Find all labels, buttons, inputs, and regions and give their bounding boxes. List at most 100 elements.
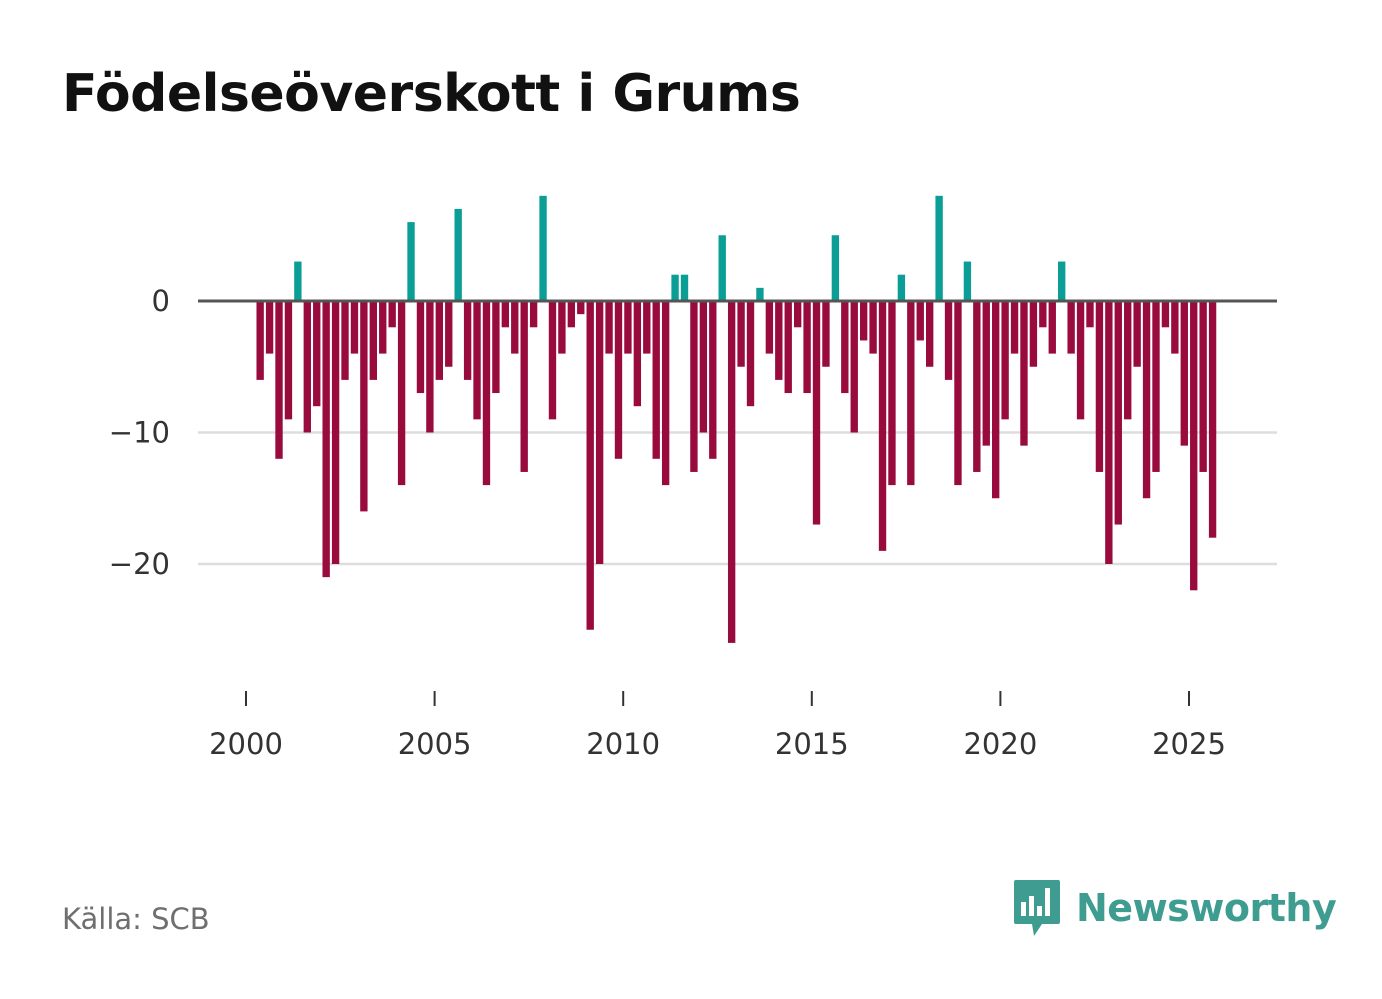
bar-2007-q3 — [529, 301, 538, 328]
bar-2017-q2 — [897, 274, 906, 301]
bar-2021-q4 — [1067, 301, 1075, 354]
bar-2024-q4 — [1180, 301, 1188, 446]
x-axis: 2000 2005 2010 2015 2020 2025 — [209, 691, 1226, 761]
bar-2025-q1 — [1190, 301, 1198, 591]
bar-2002-q2 — [331, 301, 340, 564]
bar-2024-q2 — [1161, 301, 1170, 328]
bar-2014-q3 — [793, 301, 802, 328]
bar-2006-q2 — [482, 301, 491, 486]
bar-2004-q3 — [416, 301, 425, 394]
bar-2008-q4 — [577, 301, 585, 315]
x-tick-label: 2005 — [398, 727, 472, 761]
bar-2013-q4 — [765, 301, 774, 354]
bar-2013-q2 — [746, 301, 755, 407]
bar-2005-q3 — [454, 208, 462, 301]
bar-2019-q1 — [963, 261, 972, 301]
y-tick-label: −10 — [109, 416, 170, 450]
bar-2015-q1 — [812, 301, 821, 525]
bar-2021-q3 — [1058, 261, 1066, 301]
x-tick-label: 2020 — [963, 727, 1037, 761]
bar-2024-q3 — [1171, 301, 1179, 354]
y-tick-label: 0 — [152, 284, 170, 318]
bar-2016-q4 — [878, 301, 887, 551]
bar-2010-q3 — [643, 301, 651, 354]
bar-2008-q1 — [548, 301, 557, 420]
y-tick-label: −20 — [109, 547, 170, 581]
x-tick-label: 2025 — [1152, 727, 1226, 761]
bar-2022-q4 — [1105, 301, 1113, 564]
x-tick-label: 2000 — [209, 727, 283, 761]
bar-2002-q3 — [341, 301, 349, 380]
x-tick-label: 2010 — [586, 727, 660, 761]
bar-2021-q1 — [1039, 301, 1047, 328]
bar-2000-q2 — [256, 301, 264, 380]
bar-2019-q2 — [973, 301, 981, 472]
bar-2001-q3 — [303, 301, 311, 433]
bar-2009-q3 — [605, 301, 613, 354]
newsworthy-logo: Newsworthy — [1012, 878, 1337, 938]
bar-2019-q4 — [992, 301, 1000, 499]
bar-2000-q4 — [275, 301, 283, 459]
bar-2015-q2 — [822, 301, 830, 367]
bar-2016-q3 — [869, 301, 877, 354]
bar-2014-q2 — [784, 301, 792, 394]
bar-2020-q1 — [1001, 301, 1009, 420]
bar-2002-q1 — [322, 301, 330, 578]
bar-2018-q3 — [944, 301, 953, 380]
bar-2009-q1 — [586, 301, 594, 630]
bar-chart-speech-bubble-icon — [1014, 880, 1060, 936]
bar-2024-q1 — [1152, 301, 1160, 472]
bar-2022-q1 — [1076, 301, 1085, 420]
bar-2007-q1 — [511, 301, 519, 354]
bar-2012-q2 — [709, 301, 717, 459]
bars — [256, 195, 1217, 643]
bar-2001-q2 — [294, 261, 302, 301]
bar-2010-q4 — [652, 301, 660, 459]
bar-2020-q4 — [1029, 301, 1038, 367]
bar-2021-q2 — [1048, 301, 1056, 354]
bar-2007-q4 — [539, 195, 547, 301]
bar-2015-q3 — [831, 235, 840, 301]
bar-2014-q1 — [775, 301, 783, 380]
bar-2013-q1 — [737, 301, 745, 367]
bar-2016-q2 — [859, 301, 868, 341]
bar-2022-q3 — [1095, 301, 1104, 472]
bar-2011-q4 — [690, 301, 698, 472]
bar-2012-q1 — [699, 301, 708, 433]
bar-2004-q4 — [426, 301, 434, 433]
bar-2013-q3 — [756, 287, 764, 301]
bar-2017-q1 — [888, 301, 896, 486]
bar-2005-q4 — [463, 301, 472, 380]
bar-2008-q2 — [558, 301, 566, 354]
bar-2010-q2 — [633, 301, 642, 407]
bar-2001-q1 — [284, 301, 293, 420]
bar-2025-q2 — [1199, 301, 1207, 472]
bar-2006-q3 — [492, 301, 500, 394]
bar-2019-q3 — [982, 301, 990, 446]
source-credit: Källa: SCB — [62, 902, 210, 936]
bar-2020-q3 — [1020, 301, 1028, 446]
bar-2018-q1 — [926, 301, 934, 367]
bar-2023-q2 — [1124, 301, 1132, 420]
bar-2010-q1 — [624, 301, 632, 354]
bar-2003-q1 — [360, 301, 368, 512]
bar-2003-q2 — [369, 301, 377, 380]
bar-2004-q2 — [407, 222, 415, 301]
chart-title: Födelseöverskott i Grums — [62, 64, 801, 124]
bar-2012-q4 — [727, 301, 736, 643]
bar-2006-q1 — [473, 301, 481, 420]
bar-2017-q3 — [907, 301, 915, 486]
bar-2014-q4 — [803, 301, 811, 394]
bar-2015-q4 — [841, 301, 849, 394]
bar-2018-q4 — [954, 301, 962, 486]
bar-2011-q1 — [661, 301, 670, 486]
bar-2004-q1 — [397, 301, 406, 486]
bar-2016-q1 — [850, 301, 858, 433]
y-axis: 0 −10 −20 — [109, 284, 170, 581]
bar-2005-q1 — [435, 301, 443, 380]
bar-2020-q2 — [1010, 301, 1019, 354]
bar-2003-q4 — [388, 301, 396, 328]
bar-2009-q2 — [595, 301, 604, 564]
bar-2011-q2 — [671, 274, 679, 301]
bar-2009-q4 — [614, 301, 623, 459]
